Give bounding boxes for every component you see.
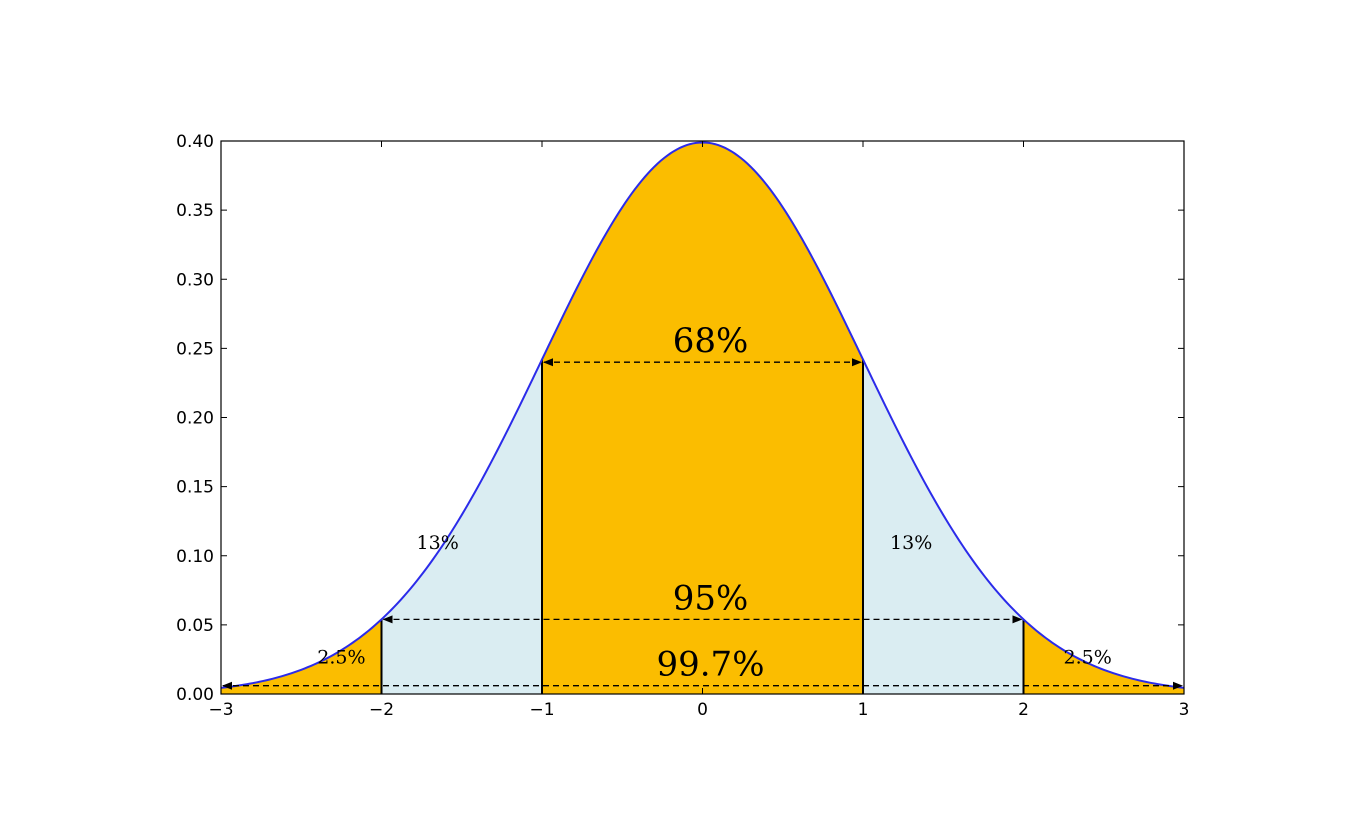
region-label-3: 13% [890,532,932,554]
y-tick-label-0: 0.00 [176,685,214,705]
x-tick-label-0: −3 [208,700,233,720]
region-label-4: 2.5% [1064,647,1112,669]
x-tick-label-4: 1 [858,700,869,720]
region-label-1: 13% [417,532,459,554]
x-tick-label-1: −2 [369,700,394,720]
y-tick-label-5: 0.25 [176,339,214,359]
range-label-1: 95% [673,578,749,618]
region-boundaries [380,359,1025,694]
region-label-0: 2.5% [317,647,365,669]
x-axis-ticks: −3 −2 −1 0 1 2 3 [208,141,1189,720]
region-labels: 2.5% 13% 13% 2.5% [317,532,1112,669]
x-tick-label-5: 2 [1018,700,1029,720]
region-0 [221,619,382,694]
y-tick-label-6: 0.30 [176,270,214,290]
range-label-0: 68% [673,321,749,361]
y-axis-ticks: 0.00 0.05 0.10 0.15 0.20 0.25 0.30 0.35 0.40 [176,132,1184,705]
x-tick-label-2: −1 [529,700,554,720]
range-label-2: 99.7% [656,645,764,685]
x-tick-label-3: 0 [697,700,708,720]
x-tick-label-6: 3 [1179,700,1190,720]
range-annotations: 68% 95% 99.7% [222,321,1183,690]
y-tick-label-4: 0.20 [176,409,214,429]
region-4 [1023,619,1184,694]
y-tick-label-3: 0.15 [176,478,214,498]
region-2 [542,142,863,694]
y-tick-label-7: 0.35 [176,201,214,221]
y-tick-label-1: 0.05 [176,616,214,636]
y-tick-label-2: 0.10 [176,547,214,567]
y-tick-label-8: 0.40 [176,132,214,152]
